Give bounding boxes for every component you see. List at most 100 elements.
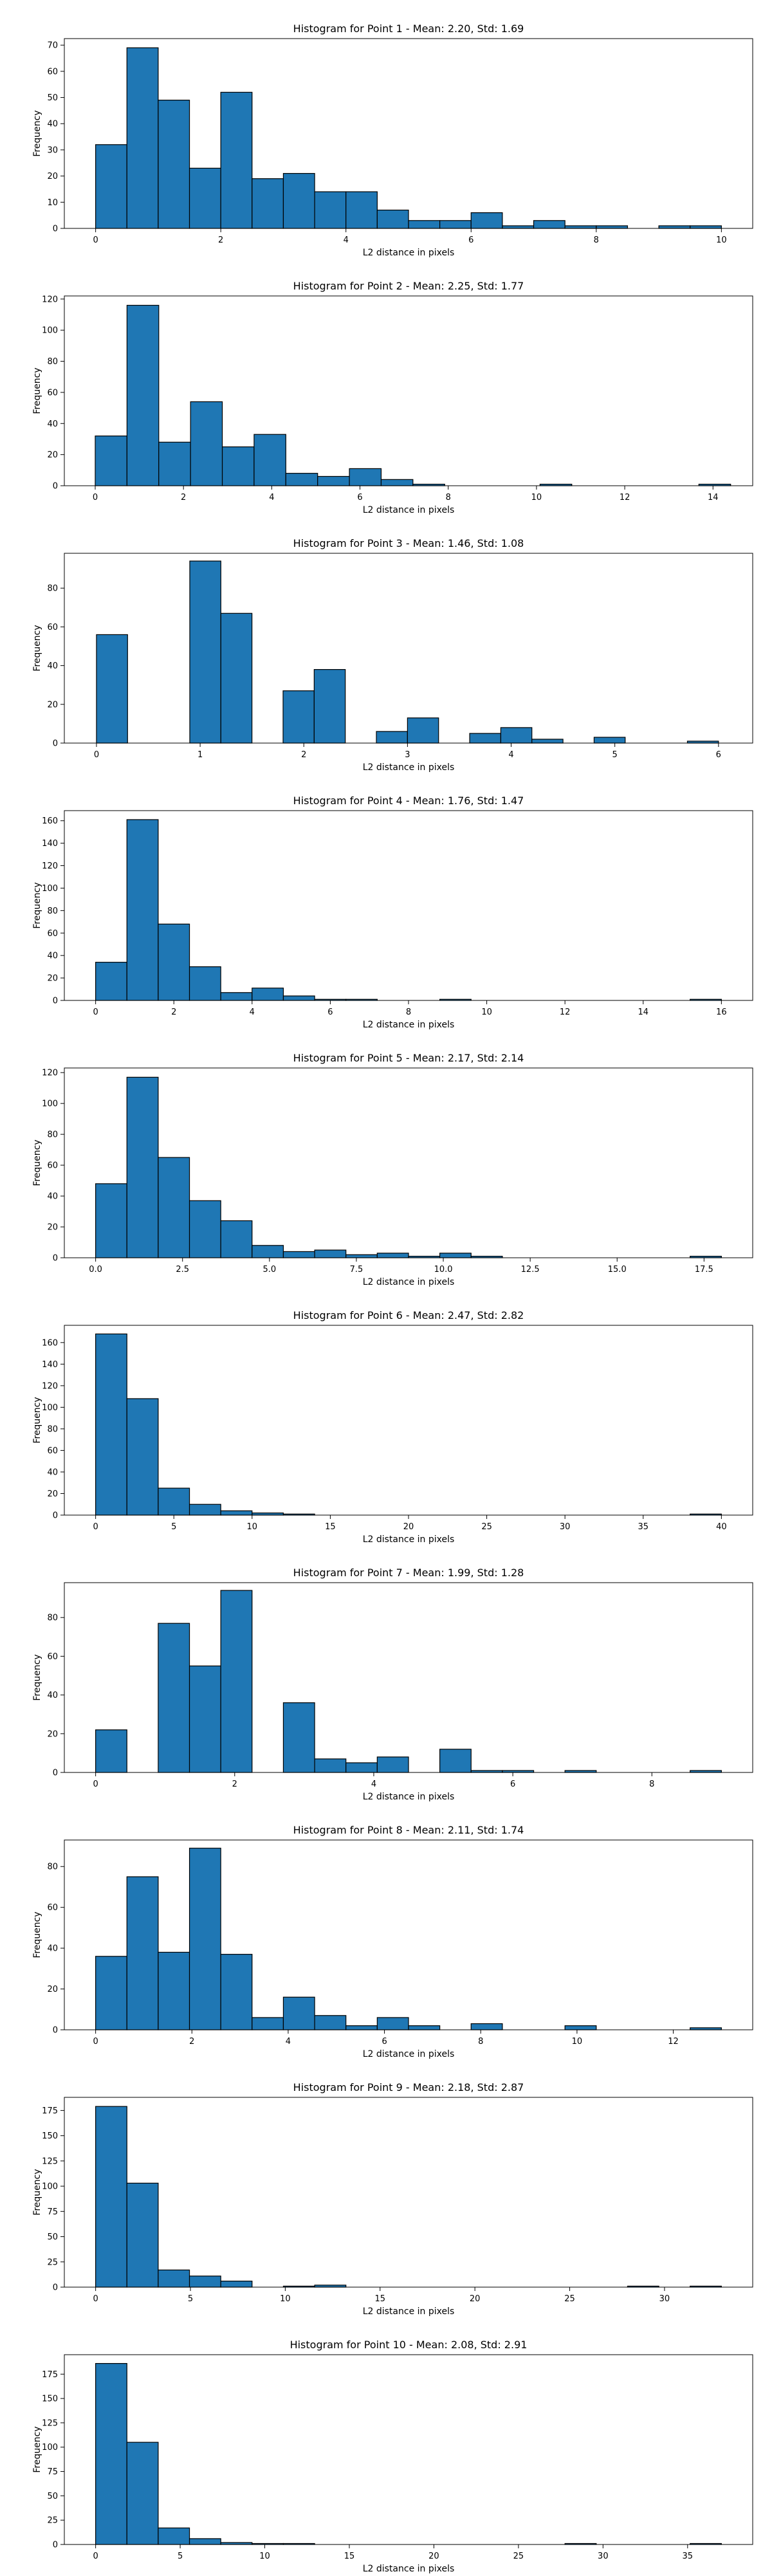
chart-panel: Histogram for Point 2 - Mean: 2.25, Std:… [32,280,753,515]
x-tick-label: 10 [481,1007,492,1017]
x-axis-label: L2 distance in pixels [363,2306,455,2317]
y-tick-label: 120 [42,1381,58,1391]
axes-frame [64,1325,753,1516]
histogram-bar [376,731,408,744]
y-tick-label: 60 [47,67,58,77]
x-tick-label: 35 [638,1522,648,1532]
histogram-bar [126,1398,159,1516]
x-tick-label: 5 [178,2552,183,2561]
x-tick-label: 0 [93,2552,98,2561]
histogram-bar [252,988,284,1001]
x-tick-label: 2 [171,1007,176,1017]
chart-title: Histogram for Point 8 - Mean: 2.11, Std:… [293,1824,524,1836]
chart-title: Histogram for Point 5 - Mean: 2.17, Std:… [293,1052,524,1064]
x-tick-label: 6 [327,1007,333,1017]
chart-panel: Histogram for Point 1 - Mean: 2.20, Std:… [32,23,753,258]
x-tick-label: 0 [93,1522,98,1532]
histogram-bar [469,733,502,744]
x-tick-label: 15 [344,2552,355,2561]
histogram-bar [439,1749,472,1773]
histogram-bar [158,100,190,229]
x-tick-label: 25 [481,1522,492,1532]
y-tick-label: 20 [47,700,58,710]
y-tick-label: 40 [47,120,58,129]
histogram-bar [253,434,286,486]
x-axis-label: L2 distance in pixels [363,2564,455,2573]
y-tick-label: 60 [47,388,58,398]
histogram-bar [658,225,691,229]
chart-title: Histogram for Point 4 - Mean: 1.76, Std:… [293,795,524,807]
x-tick-label: 14 [638,1007,648,1017]
y-tick-label: 0 [53,1511,58,1521]
histogram-bar [221,446,255,486]
chart-title: Histogram for Point 2 - Mean: 2.25, Std:… [293,280,524,292]
x-tick-label: 12.5 [521,1265,540,1274]
x-tick-label: 10 [531,493,542,502]
x-tick-label: 8 [478,2037,483,2047]
x-axis-label: L2 distance in pixels [363,1277,455,1287]
y-tick-label: 120 [42,295,58,304]
y-tick-label: 160 [42,816,58,826]
histogram-bar [95,1183,127,1258]
x-tick-label: 4 [269,493,274,502]
x-tick-label: 15 [325,1522,336,1532]
x-tick-label: 10 [259,2552,270,2561]
histogram-bar [95,144,127,229]
x-tick-label: 4 [371,1780,376,1789]
x-tick-label: 20 [403,1522,414,1532]
y-tick-label: 150 [42,2395,58,2404]
x-tick-label: 0 [94,750,99,760]
y-tick-label: 75 [47,2207,58,2217]
histogram-bar [407,717,439,744]
histogram-bar [220,1220,253,1258]
histogram-bar [95,962,127,1001]
y-axis-label: Frequency [32,2426,42,2472]
axes-frame [64,1582,753,1773]
histogram-bar [158,1951,190,2030]
y-tick-label: 60 [47,1161,58,1171]
histogram-bar [158,1487,190,1516]
histogram-bar [376,209,409,229]
y-tick-label: 80 [47,1424,58,1434]
y-tick-label: 40 [47,952,58,961]
histogram-bar [188,167,221,229]
x-axis-label: L2 distance in pixels [363,2049,455,2059]
x-tick-label: 8 [594,235,599,245]
y-tick-label: 80 [47,357,58,367]
histogram-bar [313,669,346,744]
x-tick-label: 1 [198,750,203,760]
histogram-bar [345,1762,378,1773]
x-tick-label: 0 [93,1780,98,1789]
x-tick-label: 2 [181,493,186,502]
histogram-bar [189,560,221,744]
y-axis-label: Frequency [32,1654,42,1700]
x-tick-label: 12 [560,1007,571,1017]
x-tick-label: 30 [598,2552,609,2561]
x-tick-label: 2 [301,750,306,760]
histogram-bar [533,220,565,229]
histogram-bar [220,91,253,229]
axes-frame [64,1067,753,1258]
y-tick-label: 175 [42,2370,58,2380]
x-tick-label: 4 [286,2037,291,2047]
histogram-bar [188,2276,221,2288]
axes-frame [64,38,753,229]
histogram-bar [345,2025,378,2030]
x-tick-label: 2.5 [176,1265,189,1274]
histogram-bar [345,191,378,229]
y-tick-label: 120 [42,861,58,871]
y-tick-label: 0 [53,1769,58,1778]
histogram-bar [252,1513,284,1516]
histogram-bar [252,1245,284,1258]
histogram-bar [188,1848,221,2030]
chart-panel: Histogram for Point 4 - Mean: 1.76, Std:… [32,795,753,1030]
x-tick-label: 2 [232,1780,237,1789]
histogram-bar [282,1702,315,1773]
histogram-bar [95,1333,127,1516]
y-tick-label: 60 [47,1652,58,1662]
histogram-bar [126,47,159,229]
histogram-bar [188,2538,221,2545]
y-tick-label: 40 [47,1467,58,1477]
histogram-bar [220,1954,253,2030]
x-tick-label: 10 [572,2037,583,2047]
